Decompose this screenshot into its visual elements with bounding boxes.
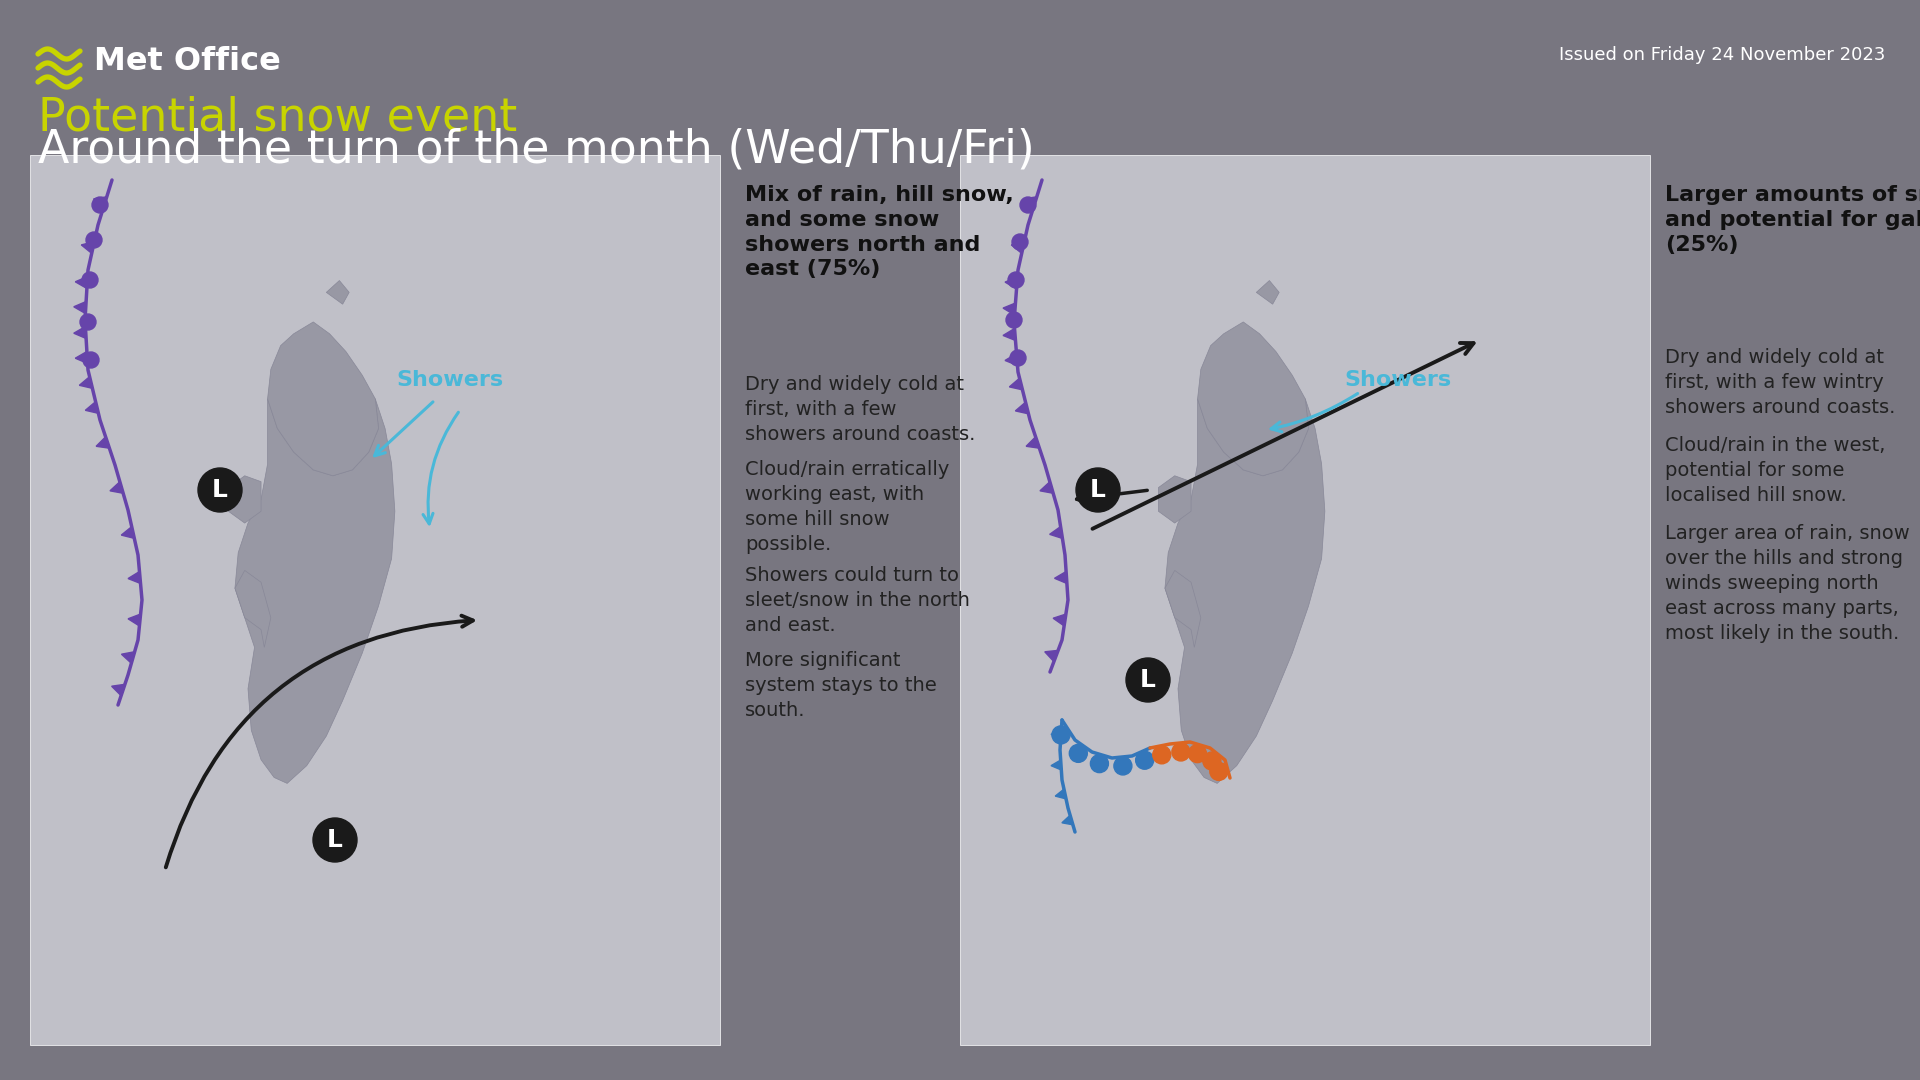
Text: Showers could turn to
sleet/snow in the north
and east.: Showers could turn to sleet/snow in the … [745, 566, 970, 635]
Circle shape [81, 314, 96, 330]
Circle shape [1010, 350, 1025, 366]
Circle shape [83, 352, 100, 368]
Text: Mix of rain, hill snow,
and some snow
showers north and
east (75%): Mix of rain, hill snow, and some snow sh… [745, 185, 1014, 280]
Circle shape [1202, 752, 1221, 770]
Circle shape [1114, 757, 1133, 775]
Polygon shape [79, 377, 92, 389]
FancyBboxPatch shape [31, 156, 720, 1045]
Polygon shape [1256, 281, 1279, 305]
Text: Potential snow event: Potential snow event [38, 95, 516, 140]
Circle shape [83, 272, 98, 288]
Text: Cloud/rain in the west,
potential for some
localised hill snow.: Cloud/rain in the west, potential for so… [1665, 436, 1885, 505]
Circle shape [198, 468, 242, 512]
Circle shape [1075, 468, 1119, 512]
Circle shape [1012, 234, 1027, 249]
Polygon shape [73, 301, 86, 313]
Polygon shape [1012, 242, 1023, 254]
Polygon shape [121, 527, 134, 538]
Text: L: L [1140, 669, 1156, 692]
Text: L: L [1091, 478, 1106, 502]
Polygon shape [1050, 527, 1062, 539]
Polygon shape [1054, 571, 1068, 583]
Polygon shape [1165, 399, 1325, 783]
Polygon shape [75, 276, 88, 288]
Circle shape [1125, 658, 1169, 702]
Circle shape [1091, 755, 1108, 772]
Polygon shape [267, 322, 378, 476]
Circle shape [313, 818, 357, 862]
Polygon shape [84, 402, 98, 414]
Polygon shape [234, 570, 271, 647]
Text: More significant
system stays to the
south.: More significant system stays to the sou… [745, 651, 937, 720]
Text: Issued on Friday 24 November 2023: Issued on Friday 24 November 2023 [1559, 46, 1885, 64]
Polygon shape [1004, 353, 1018, 365]
Circle shape [1188, 744, 1206, 762]
Polygon shape [1023, 197, 1037, 208]
Text: Larger amounts of snow
and potential for gales
(25%): Larger amounts of snow and potential for… [1665, 185, 1920, 255]
Text: Dry and widely cold at
first, with a few wintry
showers around coasts.: Dry and widely cold at first, with a few… [1665, 348, 1895, 417]
Polygon shape [1002, 303, 1016, 315]
Polygon shape [94, 197, 108, 208]
Polygon shape [75, 351, 88, 364]
Polygon shape [234, 399, 396, 783]
Polygon shape [1050, 760, 1062, 770]
Text: Showers: Showers [1344, 370, 1452, 390]
Text: Met Office: Met Office [94, 45, 280, 77]
Polygon shape [1054, 615, 1066, 626]
Polygon shape [111, 685, 125, 696]
Polygon shape [1010, 378, 1023, 390]
Polygon shape [129, 571, 140, 583]
FancyBboxPatch shape [960, 156, 1649, 1045]
Polygon shape [1050, 730, 1062, 740]
Polygon shape [228, 476, 261, 523]
Polygon shape [1044, 650, 1058, 662]
Polygon shape [96, 436, 109, 448]
Polygon shape [81, 242, 94, 254]
Circle shape [1006, 312, 1021, 328]
Polygon shape [1158, 476, 1190, 523]
Text: Larger area of rain, snow
over the hills and strong
winds sweeping north
east ac: Larger area of rain, snow over the hills… [1665, 524, 1910, 643]
Polygon shape [1004, 276, 1018, 289]
Polygon shape [109, 482, 123, 494]
Text: Dry and widely cold at
first, with a few
showers around coasts.: Dry and widely cold at first, with a few… [745, 375, 975, 444]
Circle shape [1052, 726, 1069, 744]
Polygon shape [1198, 322, 1309, 476]
Text: L: L [211, 478, 228, 502]
Circle shape [86, 232, 102, 248]
Polygon shape [1041, 482, 1054, 494]
Circle shape [92, 197, 108, 213]
Text: Cloud/rain erratically
working east, with
some hill snow
possible.: Cloud/rain erratically working east, wit… [745, 460, 948, 554]
Polygon shape [326, 281, 349, 305]
Circle shape [1210, 762, 1227, 781]
Polygon shape [1056, 789, 1066, 799]
Circle shape [1008, 272, 1023, 288]
Text: Showers: Showers [396, 370, 503, 390]
Circle shape [1069, 744, 1087, 762]
Polygon shape [129, 615, 140, 626]
Polygon shape [73, 326, 86, 338]
Polygon shape [1025, 436, 1039, 448]
Polygon shape [121, 651, 134, 663]
Circle shape [1020, 197, 1037, 213]
Circle shape [1171, 743, 1190, 761]
Polygon shape [1062, 815, 1073, 825]
Text: L: L [326, 828, 344, 852]
Polygon shape [1002, 328, 1016, 340]
Polygon shape [1016, 402, 1029, 414]
Circle shape [1135, 752, 1154, 769]
Text: Around the turn of the month (Wed/Thu/Fri): Around the turn of the month (Wed/Thu/Fr… [38, 127, 1035, 173]
Polygon shape [1165, 570, 1200, 647]
Circle shape [1152, 746, 1171, 764]
